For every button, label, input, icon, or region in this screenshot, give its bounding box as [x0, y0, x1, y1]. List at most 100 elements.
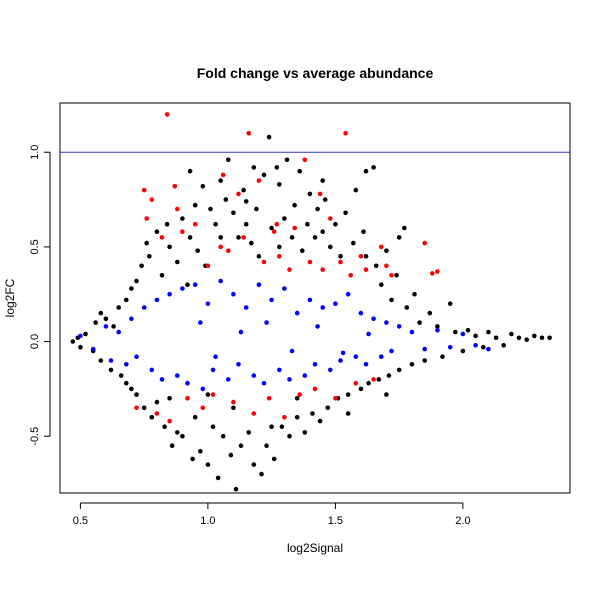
data-point [167, 244, 172, 250]
data-point [338, 259, 343, 265]
data-point [167, 396, 172, 401]
data-point [338, 253, 343, 259]
data-point [256, 178, 262, 183]
data-point [154, 411, 160, 416]
data-point [124, 380, 129, 386]
chart-title: Fold change vs average abundance [197, 65, 434, 81]
data-point [103, 316, 109, 322]
data-point [231, 210, 236, 216]
data-point [236, 362, 241, 367]
data-point [98, 358, 104, 363]
data-point [363, 253, 369, 259]
data-point [261, 172, 267, 178]
data-point [292, 225, 297, 231]
data-point [371, 377, 376, 382]
data-point [343, 131, 348, 136]
data-point [200, 184, 206, 189]
data-point [353, 380, 359, 386]
data-point [447, 301, 453, 307]
data-point [200, 405, 206, 411]
data-point [129, 316, 134, 322]
data-point [223, 197, 229, 202]
data-point [154, 229, 160, 234]
data-point [460, 331, 466, 337]
data-point [116, 305, 121, 310]
x-axis-label: log2Signal [287, 541, 343, 555]
data-point [351, 240, 356, 246]
data-point [333, 396, 338, 401]
data-point [175, 259, 180, 265]
data-point [307, 259, 313, 265]
data-point [333, 221, 338, 227]
data-point [282, 286, 287, 291]
data-point [167, 418, 172, 424]
data-point [435, 327, 440, 333]
data-point [269, 297, 274, 303]
data-point [547, 335, 552, 341]
data-point [328, 367, 333, 373]
data-point [261, 259, 267, 265]
y-tick-label: 1.0 [29, 145, 41, 160]
data-point [220, 433, 226, 439]
data-point [180, 216, 185, 221]
data-point [144, 240, 149, 246]
data-point [325, 405, 331, 411]
data-point [78, 333, 83, 339]
data-point [98, 310, 104, 316]
data-point [249, 240, 254, 246]
data-point [243, 221, 249, 227]
data-point [261, 380, 267, 386]
data-point [358, 310, 364, 316]
data-point [180, 433, 185, 439]
data-point [238, 329, 244, 335]
data-point [322, 197, 328, 202]
data-point [134, 392, 139, 397]
data-point [218, 278, 223, 284]
data-point [159, 235, 165, 240]
data-point [289, 348, 295, 354]
data-point [108, 367, 114, 373]
data-point [440, 354, 445, 360]
data-point [277, 244, 282, 250]
data-point [333, 301, 338, 307]
data-point [447, 344, 453, 350]
data-point [394, 273, 399, 278]
x-tick-label: 1.0 [200, 515, 215, 527]
data-point [192, 202, 198, 208]
data-point [83, 331, 88, 337]
data-point [187, 235, 193, 240]
data-point [218, 178, 223, 183]
data-point [271, 456, 277, 462]
data-point [185, 282, 190, 288]
data-point [256, 253, 262, 259]
data-point [231, 399, 236, 405]
data-point [218, 235, 223, 240]
y-tick-label: 0.0 [29, 334, 41, 349]
data-point [453, 329, 458, 335]
data-point [302, 430, 308, 435]
data-point [501, 343, 507, 348]
data-point [154, 399, 160, 405]
data-point [251, 165, 257, 170]
data-point [134, 354, 139, 360]
data-point [287, 433, 292, 439]
data-point [379, 282, 384, 288]
data-point [409, 362, 415, 367]
data-point [361, 229, 366, 234]
data-point [220, 172, 226, 178]
data-point [284, 157, 290, 163]
data-point [134, 278, 139, 284]
data-point [180, 229, 185, 234]
data-point [363, 362, 369, 367]
data-point [509, 331, 514, 337]
data-point [228, 452, 234, 458]
x-tick-label: 2.0 [455, 515, 470, 527]
data-point [154, 297, 160, 303]
data-point [144, 216, 149, 221]
data-point [103, 324, 109, 329]
data-point [396, 324, 402, 329]
data-point [149, 197, 155, 202]
data-point [264, 443, 269, 449]
y-tick-label: -0.5 [29, 427, 41, 446]
